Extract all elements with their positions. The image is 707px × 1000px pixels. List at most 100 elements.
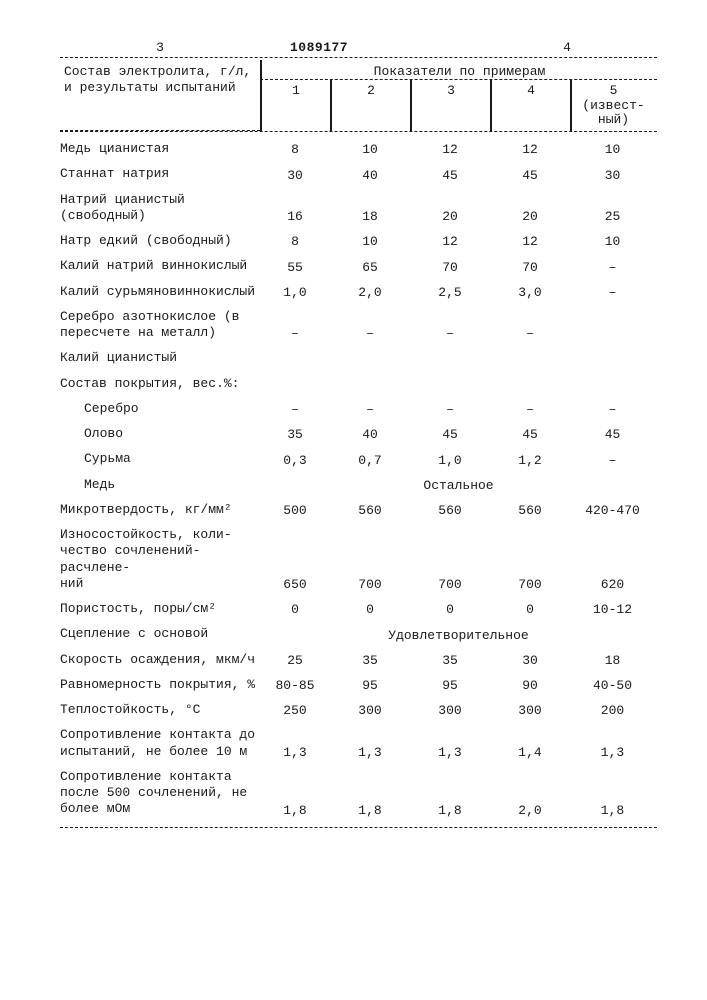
row-cell: 0 (490, 602, 570, 617)
row-cell: 95 (330, 678, 410, 693)
table-row: Калий натрий виннокислый55657070– (60, 258, 657, 274)
row-cell: 45 (490, 427, 570, 442)
row-label: Серебро (60, 401, 260, 417)
row-cell: – (330, 402, 410, 417)
row-cell: – (570, 260, 655, 275)
row-cell: 8 (260, 142, 330, 157)
row-label: Сурьма (60, 451, 260, 467)
page-col-left: 3 (60, 40, 260, 55)
row-cell: – (330, 326, 410, 341)
row-label: Пористость, поры/см² (60, 601, 260, 617)
table-header: Состав электролита, г/л, Показатели по п… (60, 60, 657, 132)
row-cell: 10-12 (570, 602, 655, 617)
row-cell: – (490, 326, 570, 341)
row-cell: 300 (330, 703, 410, 718)
row-cell: 1,3 (260, 745, 330, 760)
row-cell: 45 (410, 427, 490, 442)
table-row: Серебро азотнокислое (в пересчете на мет… (60, 309, 657, 342)
row-cell: 250 (260, 703, 330, 718)
row-cell: 35 (410, 653, 490, 668)
row-cell: 45 (570, 427, 655, 442)
row-cell: 560 (330, 503, 410, 518)
table-header-row2: и результаты испытаний 1 2 3 4 5 (извест… (60, 80, 657, 131)
row-label: Медь (60, 477, 260, 493)
row-cell: 1,0 (410, 453, 490, 468)
table-row: Сурьма0,30,71,01,2– (60, 451, 657, 467)
table-row: Натрий цианистый (свободный)1618202025 (60, 192, 657, 225)
row-cell: 40 (330, 427, 410, 442)
row-cell: 18 (330, 209, 410, 224)
row-cell: 2,5 (410, 285, 490, 300)
table-header-label-line1: Состав электролита, г/л, (60, 60, 260, 80)
row-cell: 40 (330, 168, 410, 183)
row-label: Состав покрытия, вес.%: (60, 376, 260, 392)
row-cell: 40-50 (570, 678, 655, 693)
row-cell: 0 (330, 602, 410, 617)
row-cell: 1,3 (410, 745, 490, 760)
table-row: Износостойкость, коли- чество сочленений… (60, 527, 657, 592)
row-cell: 300 (410, 703, 490, 718)
row-cell: 20 (410, 209, 490, 224)
row-cell: 620 (570, 577, 655, 592)
table-body: Медь цианистая810121210Станнат натрия304… (60, 132, 657, 818)
row-cell: 1,4 (490, 745, 570, 760)
table-row: Серебро––––– (60, 401, 657, 417)
table-header-col-5: 5 (извест- ный) (570, 80, 655, 131)
row-label: Износостойкость, коли- чество сочленений… (60, 527, 260, 592)
row-cell: 1,8 (410, 803, 490, 818)
row-cell: 2,0 (490, 803, 570, 818)
row-cell: 95 (410, 678, 490, 693)
table-row: Станнат натрия3040454530 (60, 166, 657, 182)
row-cell: 12 (490, 142, 570, 157)
row-span-value: Удовлетворительное (260, 628, 657, 643)
row-cell: – (490, 402, 570, 417)
column-number-bar: 3 1089177 4 (60, 40, 657, 58)
row-cell: 18 (570, 653, 655, 668)
row-cell: – (410, 402, 490, 417)
row-span-value: Остальное (260, 478, 657, 493)
table-row: Сопротивление контакта до испытаний, не … (60, 727, 657, 760)
row-cell: 12 (410, 142, 490, 157)
table-header-row1: Состав электролита, г/л, Показатели по п… (60, 60, 657, 80)
row-cell: 10 (570, 234, 655, 249)
row-cell: 25 (570, 209, 655, 224)
row-cell: 45 (490, 168, 570, 183)
page-col-right: 4 (477, 40, 657, 55)
table-row: Микротвердость, кг/мм²500560560560420-47… (60, 502, 657, 518)
row-cell: 700 (410, 577, 490, 592)
row-cell: 30 (570, 168, 655, 183)
table-row: Сцепление с основойУдовлетворительное (60, 626, 657, 642)
table-header-col-3: 3 (410, 80, 490, 131)
row-cell: – (570, 285, 655, 300)
row-label: Скорость осаждения, мкм/ч (60, 652, 260, 668)
row-label: Теплостойкость, °С (60, 702, 260, 718)
row-cell: 1,8 (330, 803, 410, 818)
row-label: Олово (60, 426, 260, 442)
row-cell: 30 (490, 653, 570, 668)
table-row: Состав покрытия, вес.%: (60, 376, 657, 392)
row-cell: – (570, 402, 655, 417)
row-cell: 8 (260, 234, 330, 249)
table-row: Скорость осаждения, мкм/ч2535353018 (60, 652, 657, 668)
row-label: Сцепление с основой (60, 626, 260, 642)
table-footer-rule (60, 827, 657, 829)
row-cell: 25 (260, 653, 330, 668)
row-cell: 12 (490, 234, 570, 249)
row-label: Равномерность покрытия, % (60, 677, 260, 693)
row-label: Калий сурьмяновиннокислый (60, 284, 260, 300)
row-cell: 300 (490, 703, 570, 718)
row-cell: 10 (330, 234, 410, 249)
row-label: Натрий цианистый (свободный) (60, 192, 260, 225)
row-cell: 1,3 (330, 745, 410, 760)
row-cell: 55 (260, 260, 330, 275)
row-label: Сопротивление контакта после 500 сочлене… (60, 769, 260, 818)
table-row: Олово3540454545 (60, 426, 657, 442)
row-cell: 65 (330, 260, 410, 275)
row-label: Медь цианистая (60, 141, 260, 157)
row-cell: 3,0 (490, 285, 570, 300)
patent-table-page: 3 1089177 4 Состав электролита, г/л, Пок… (0, 0, 707, 1000)
row-cell: 1,8 (260, 803, 330, 818)
table-row: Натр едкий (свободный)810121210 (60, 233, 657, 249)
row-cell: 2,0 (330, 285, 410, 300)
row-cell: 560 (410, 503, 490, 518)
